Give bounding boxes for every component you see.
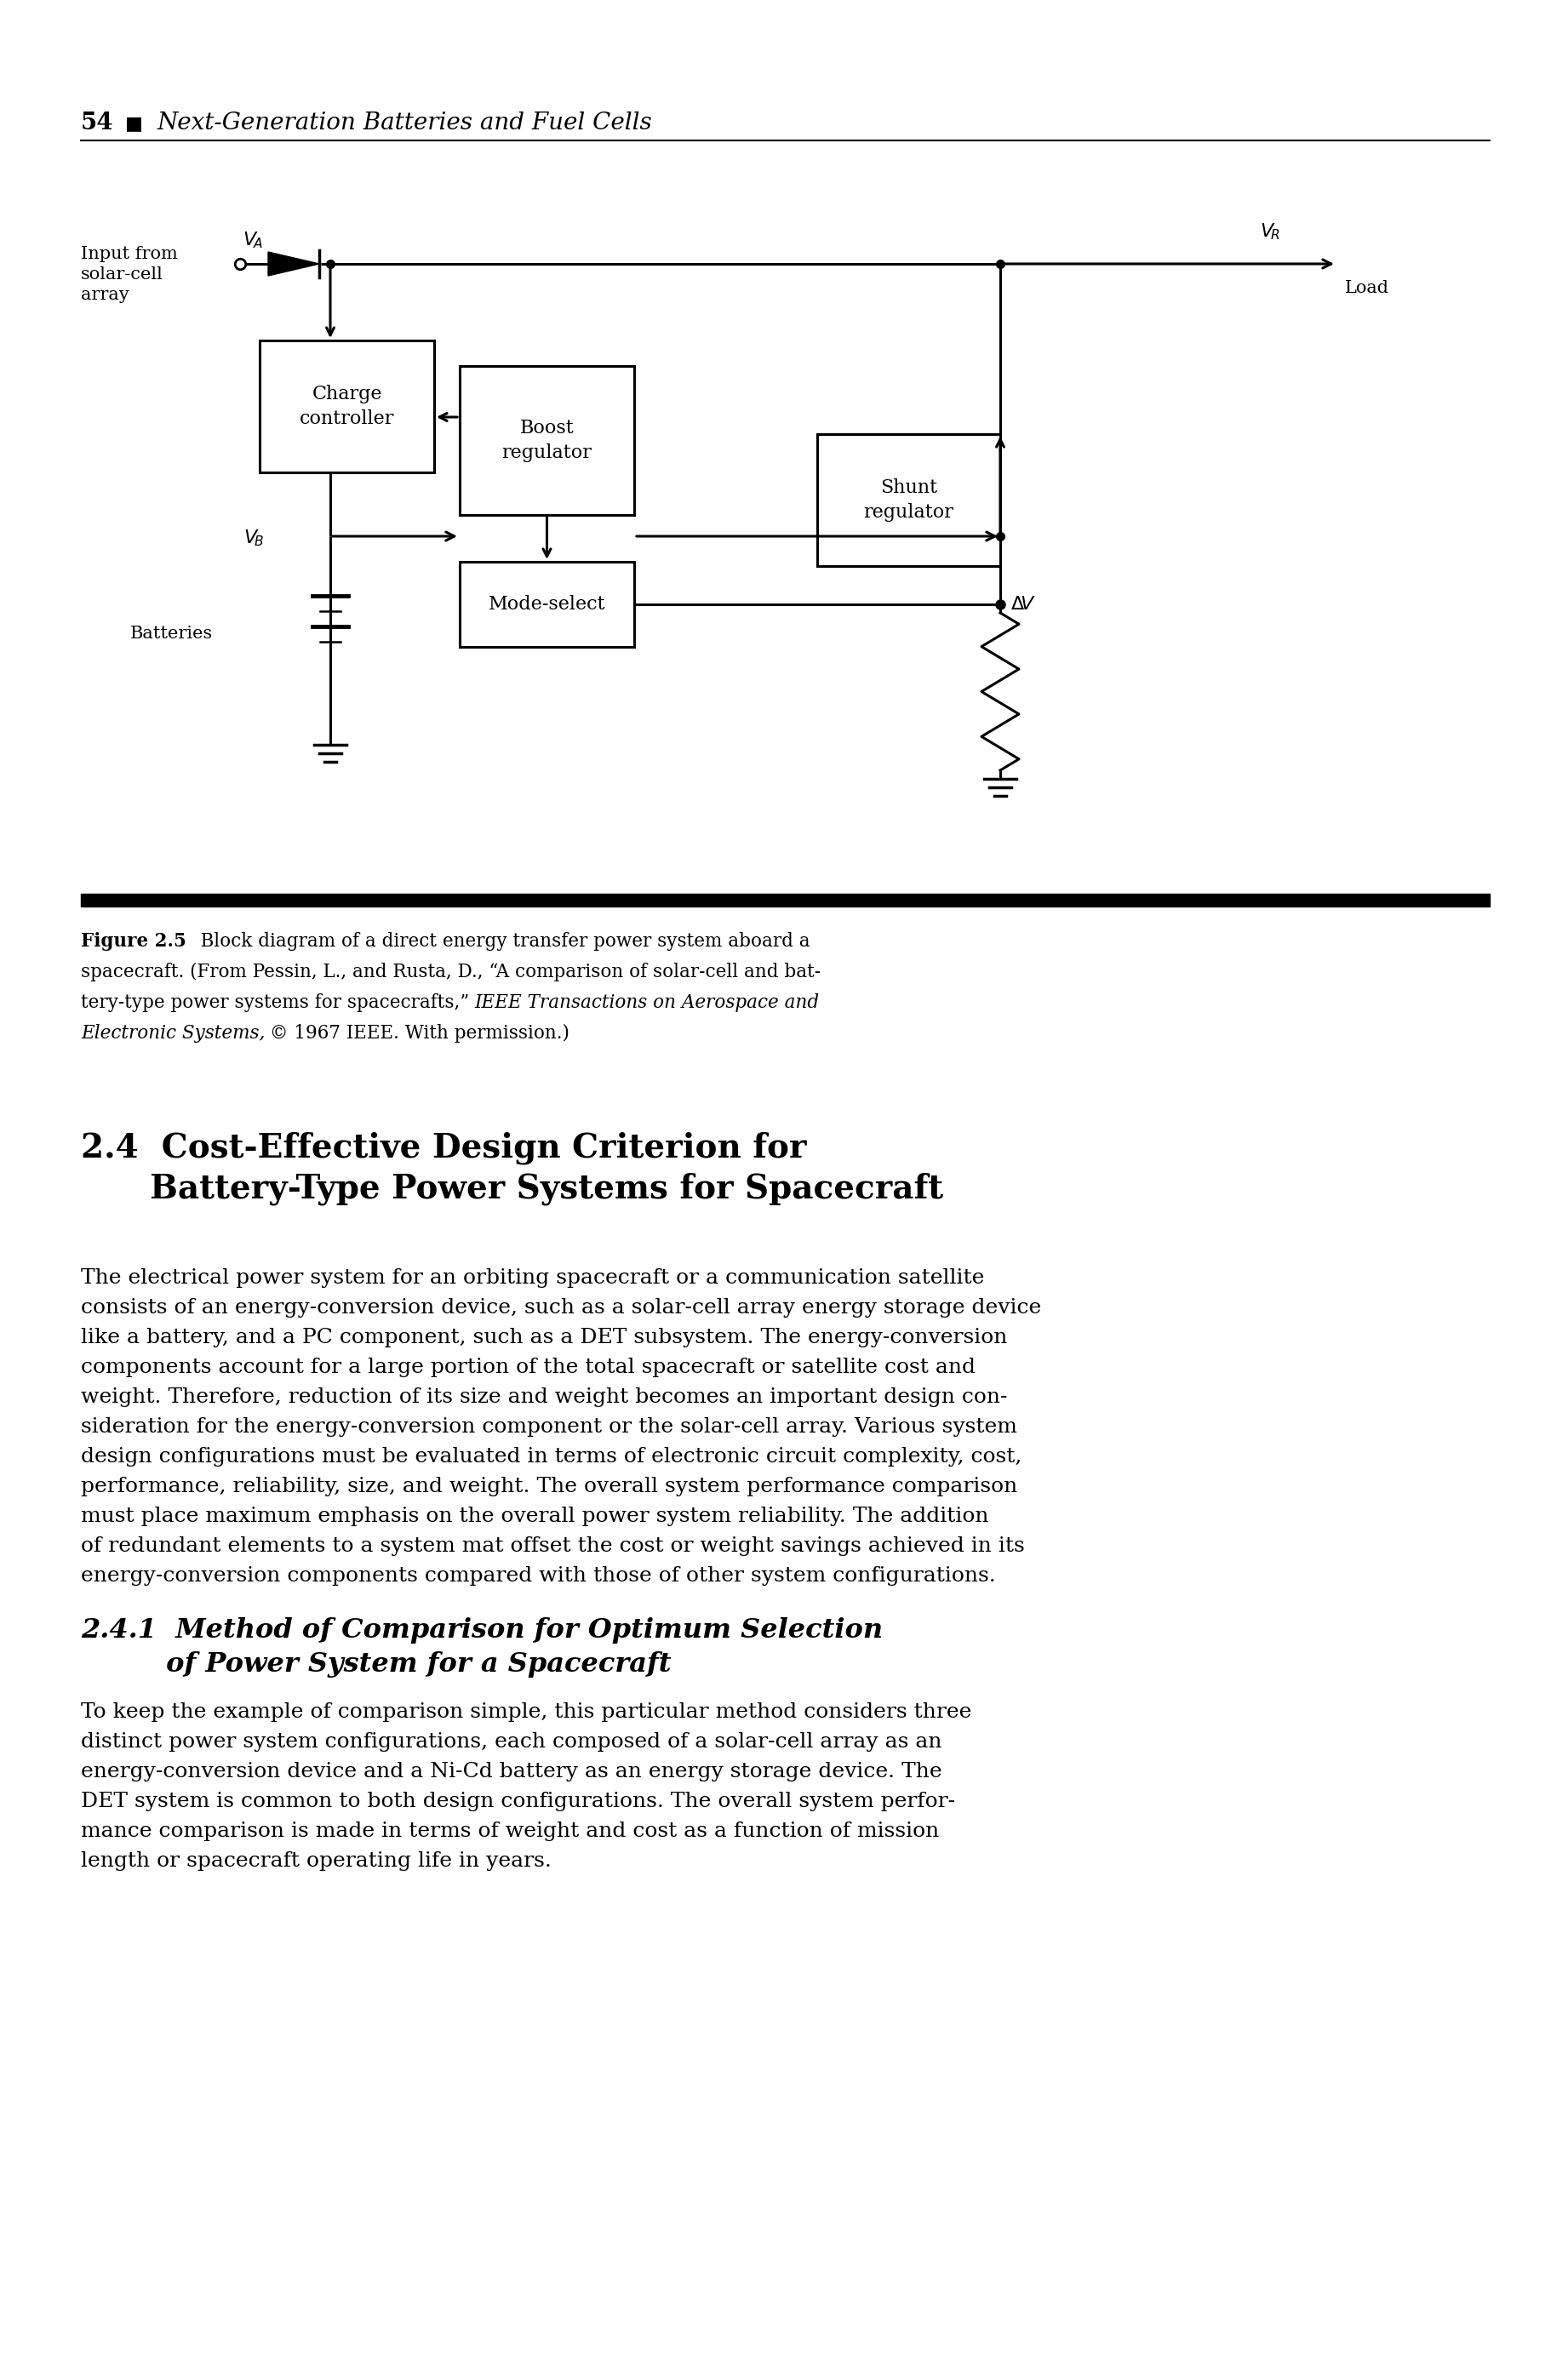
Text: Battery-Type Power Systems for Spacecraft: Battery-Type Power Systems for Spacecraf… xyxy=(82,1174,944,1205)
Text: Load: Load xyxy=(1345,279,1389,295)
Text: Figure 2.5: Figure 2.5 xyxy=(82,933,187,952)
Text: $\Delta\!V$: $\Delta\!V$ xyxy=(1010,595,1036,614)
Bar xyxy=(459,366,633,515)
Text: weight. Therefore, reduction of its size and weight becomes an important design : weight. Therefore, reduction of its size… xyxy=(82,1386,1008,1408)
Text: © 1967 IEEE. With permission.): © 1967 IEEE. With permission.) xyxy=(263,1025,569,1042)
Text: IEEE Transactions on Aerospace and: IEEE Transactions on Aerospace and xyxy=(474,994,818,1011)
Text: like a battery, and a PC component, such as a DET subsystem. The energy-conversi: like a battery, and a PC component, such… xyxy=(82,1327,1007,1346)
Text: length or spacecraft operating life in years.: length or spacecraft operating life in y… xyxy=(82,1852,552,1871)
Text: energy-conversion device and a Ni-Cd battery as an energy storage device. The: energy-conversion device and a Ni-Cd bat… xyxy=(82,1762,942,1781)
Text: Shunt
regulator: Shunt regulator xyxy=(864,479,953,522)
Text: Mode-select: Mode-select xyxy=(488,595,605,614)
Text: mance comparison is made in terms of weight and cost as a function of mission: mance comparison is made in terms of wei… xyxy=(82,1821,939,1840)
Text: Batteries: Batteries xyxy=(130,626,213,642)
Text: must place maximum emphasis on the overall power system reliability. The additio: must place maximum emphasis on the overa… xyxy=(82,1507,989,1526)
Text: DET system is common to both design configurations. The overall system perfor-: DET system is common to both design conf… xyxy=(82,1793,955,1812)
Text: Electronic Systems,: Electronic Systems, xyxy=(82,1025,265,1042)
Text: The electrical power system for an orbiting spacecraft or a communication satell: The electrical power system for an orbit… xyxy=(82,1268,985,1287)
Text: spacecraft. (From Pessin, L., and Rusta, D., “A comparison of solar-cell and bat: spacecraft. (From Pessin, L., and Rusta,… xyxy=(82,964,820,983)
Text: of Power System for a Spacecraft: of Power System for a Spacecraft xyxy=(82,1651,671,1677)
Text: 2.4.1  Method of Comparison for Optimum Selection: 2.4.1 Method of Comparison for Optimum S… xyxy=(82,1618,883,1644)
Text: performance, reliability, size, and weight. The overall system performance compa: performance, reliability, size, and weig… xyxy=(82,1476,1018,1498)
Text: $V_{\!A}$: $V_{\!A}$ xyxy=(243,229,263,250)
Text: 54: 54 xyxy=(82,111,113,135)
Text: $V_{\!R}$: $V_{\!R}$ xyxy=(1259,222,1279,241)
Text: $V_{\!B}$: $V_{\!B}$ xyxy=(243,527,263,548)
Text: Boost
regulator: Boost regulator xyxy=(502,418,593,463)
Text: of redundant elements to a system mat offset the cost or weight savings achieved: of redundant elements to a system mat of… xyxy=(82,1535,1025,1557)
Text: energy-conversion components compared with those of other system configurations.: energy-conversion components compared wi… xyxy=(82,1566,996,1585)
Bar xyxy=(817,435,1000,567)
Text: 2.4  Cost-Effective Design Criterion for: 2.4 Cost-Effective Design Criterion for xyxy=(82,1131,806,1164)
Bar xyxy=(260,340,434,472)
Text: Next-Generation Batteries and Fuel Cells: Next-Generation Batteries and Fuel Cells xyxy=(157,111,652,135)
Text: Charge
controller: Charge controller xyxy=(299,385,394,428)
Text: distinct power system configurations, each composed of a solar-cell array as an: distinct power system configurations, ea… xyxy=(82,1731,942,1753)
Text: Block diagram of a direct energy transfer power system aboard a: Block diagram of a direct energy transfe… xyxy=(183,933,811,952)
Text: components account for a large portion of the total spacecraft or satellite cost: components account for a large portion o… xyxy=(82,1358,975,1377)
Text: sideration for the energy-conversion component or the solar-cell array. Various : sideration for the energy-conversion com… xyxy=(82,1417,1018,1436)
Text: To keep the example of comparison simple, this particular method considers three: To keep the example of comparison simple… xyxy=(82,1703,972,1722)
Text: tery-type power systems for spacecrafts,”: tery-type power systems for spacecrafts,… xyxy=(82,994,475,1011)
Text: Input from: Input from xyxy=(82,246,177,262)
Polygon shape xyxy=(268,253,320,276)
Text: ■: ■ xyxy=(125,113,143,132)
Text: consists of an energy-conversion device, such as a solar-cell array energy stora: consists of an energy-conversion device,… xyxy=(82,1299,1041,1318)
Text: design configurations must be evaluated in terms of electronic circuit complexit: design configurations must be evaluated … xyxy=(82,1448,1022,1467)
Text: solar-cell: solar-cell xyxy=(82,267,163,281)
Bar xyxy=(459,562,633,647)
Text: array: array xyxy=(82,288,129,302)
